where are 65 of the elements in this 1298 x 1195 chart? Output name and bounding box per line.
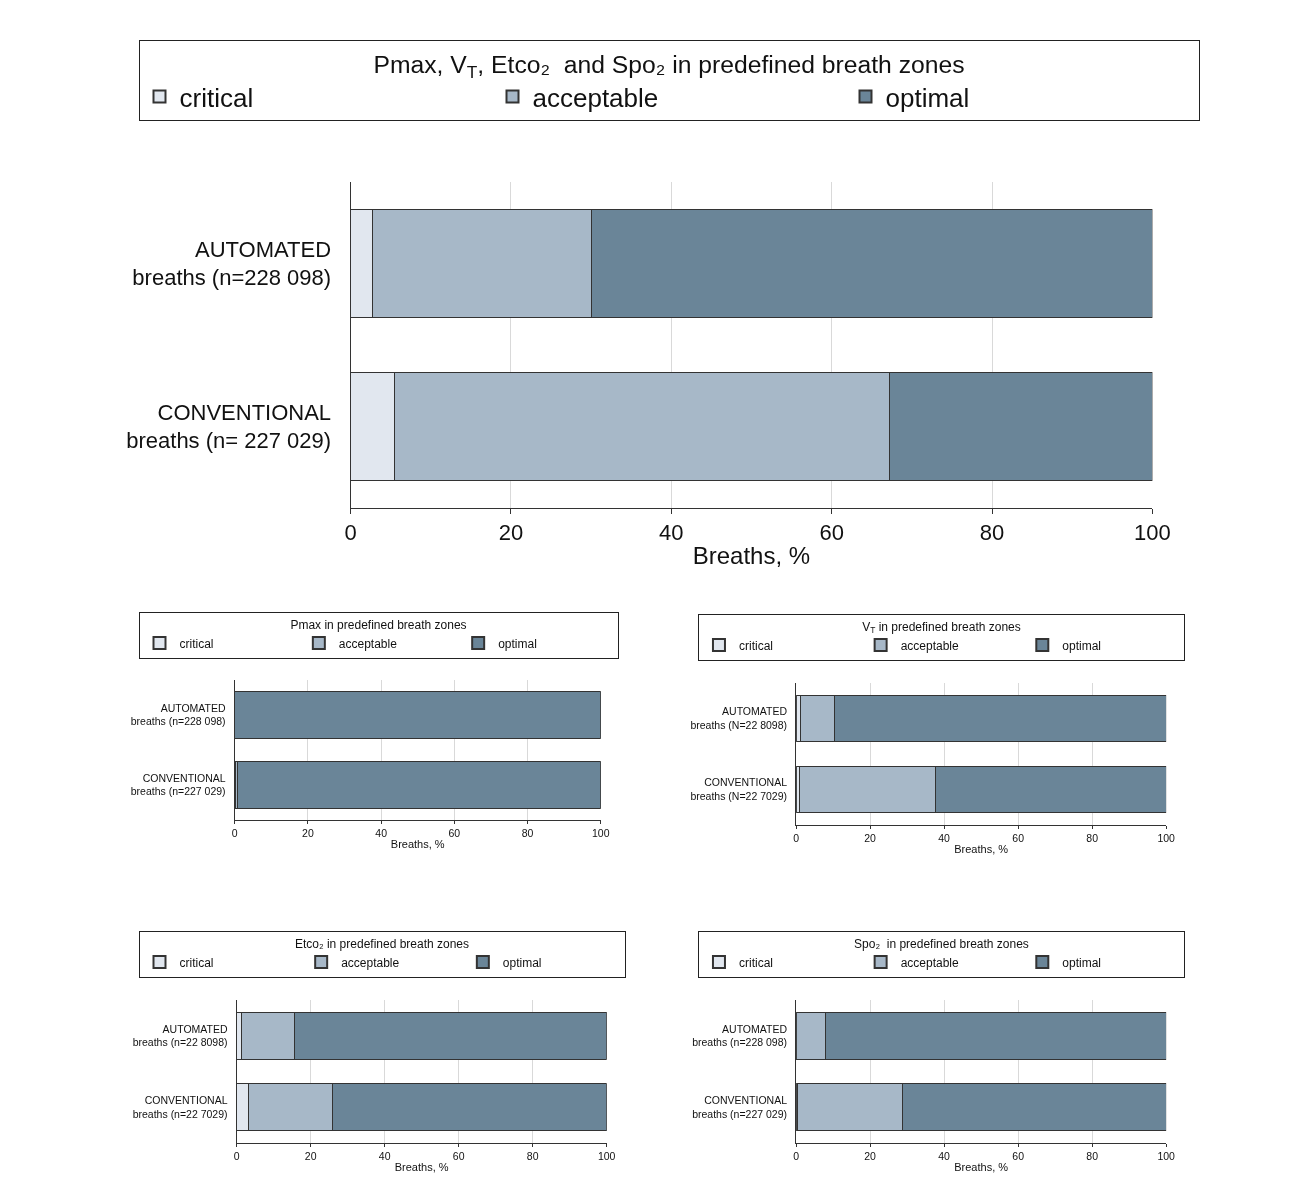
- legend-label: critical: [179, 955, 214, 970]
- y-tick-label: AUTOMATED breaths (n=228 098): [132, 236, 332, 291]
- x-tick-label: 60: [1012, 831, 1025, 844]
- legend-title: Etco₂ in predefined breath zones: [294, 936, 470, 951]
- x-tick-label: 80: [521, 826, 534, 839]
- x-tick-label: 80: [1086, 831, 1099, 844]
- legend-label: acceptable: [900, 638, 959, 653]
- x-axis-title: Breaths, %: [954, 1160, 1009, 1173]
- x-tick-label: 80: [1086, 1149, 1099, 1162]
- legend-label: acceptable: [532, 82, 659, 113]
- x-axis-title: Breaths, %: [954, 842, 1009, 855]
- y-tick-label: AUTOMATED breaths (n=228 098): [692, 1022, 788, 1049]
- legend-label: acceptable: [341, 955, 400, 970]
- legend-label: critical: [738, 638, 773, 653]
- x-axis-title: Breaths, %: [390, 837, 445, 850]
- y-tick-label: AUTOMATED breaths (N=22 8098): [690, 705, 788, 731]
- x-tick-label: 100: [1157, 831, 1176, 844]
- legend-label: critical: [179, 82, 254, 113]
- x-axis-title: Breaths, %: [394, 1160, 449, 1173]
- y-tick-label: CONVENTIONAL breaths (n=227 029): [692, 1094, 788, 1120]
- x-tick-label: 40: [938, 831, 951, 844]
- x-tick-label: 0: [231, 826, 238, 839]
- x-tick-label: 100: [1134, 520, 1171, 546]
- x-tick-label: 60: [452, 1149, 465, 1162]
- x-tick-label: 20: [304, 1149, 317, 1162]
- x-tick-label: 20: [302, 826, 314, 839]
- y-tick-label: AUTOMATED breaths (n=228 098): [130, 701, 226, 728]
- x-tick-label: 60: [1012, 1149, 1025, 1162]
- legend-label: critical: [738, 955, 773, 970]
- x-tick-label: 80: [979, 520, 1005, 546]
- y-tick-label: CONVENTIONAL breaths (n= 227 029): [126, 399, 332, 454]
- x-tick-label: 80: [526, 1149, 539, 1162]
- legend-label: optimal: [1062, 638, 1101, 653]
- x-tick-label: 100: [597, 1149, 616, 1162]
- y-tick-label: CONVENTIONAL breaths (N=22 7029): [690, 776, 788, 802]
- x-tick-label: 20: [498, 520, 524, 546]
- legend-label: optimal: [502, 955, 542, 970]
- legend-label: acceptable: [900, 955, 959, 970]
- x-axis-title: Breaths, %: [692, 541, 811, 569]
- legend-title: Pmax in predefined breath zones: [290, 617, 467, 632]
- legend-label: critical: [179, 636, 214, 651]
- x-tick-label: 20: [864, 1149, 877, 1162]
- x-tick-label: 40: [938, 1149, 951, 1162]
- legend-label: optimal: [1062, 955, 1101, 970]
- x-tick-label: 0: [793, 1149, 800, 1162]
- legend-title: V$_{T}$ in predefined breath zones: [862, 619, 1021, 636]
- y-tick-label: CONVENTIONAL breaths (n=227 029): [130, 771, 226, 798]
- legend-label: acceptable: [338, 636, 398, 651]
- x-tick-label: 0: [793, 831, 800, 844]
- x-tick-label: 40: [659, 520, 684, 546]
- x-tick-label: 0: [233, 1149, 240, 1162]
- legend-label: optimal: [885, 82, 970, 113]
- x-tick-label: 60: [819, 520, 844, 546]
- x-tick-label: 20: [864, 831, 877, 844]
- y-tick-label: CONVENTIONAL breaths (n=22 7029): [132, 1094, 228, 1120]
- y-tick-label: AUTOMATED breaths (n=22 8098): [132, 1022, 228, 1049]
- legend-title: Pmax, V$_{T}$, Etco₂ and Spo₂ in predefined breath zones: [373, 51, 965, 83]
- x-tick-label: 60: [448, 826, 461, 839]
- x-tick-label: 100: [1157, 1149, 1176, 1162]
- x-tick-label: 100: [592, 826, 610, 839]
- x-tick-label: 40: [375, 826, 388, 839]
- x-tick-label: 0: [344, 520, 357, 546]
- legend-label: optimal: [498, 636, 537, 651]
- legend-title: Spo₂ in predefined breath zones: [854, 936, 1029, 951]
- x-tick-label: 40: [378, 1149, 391, 1162]
